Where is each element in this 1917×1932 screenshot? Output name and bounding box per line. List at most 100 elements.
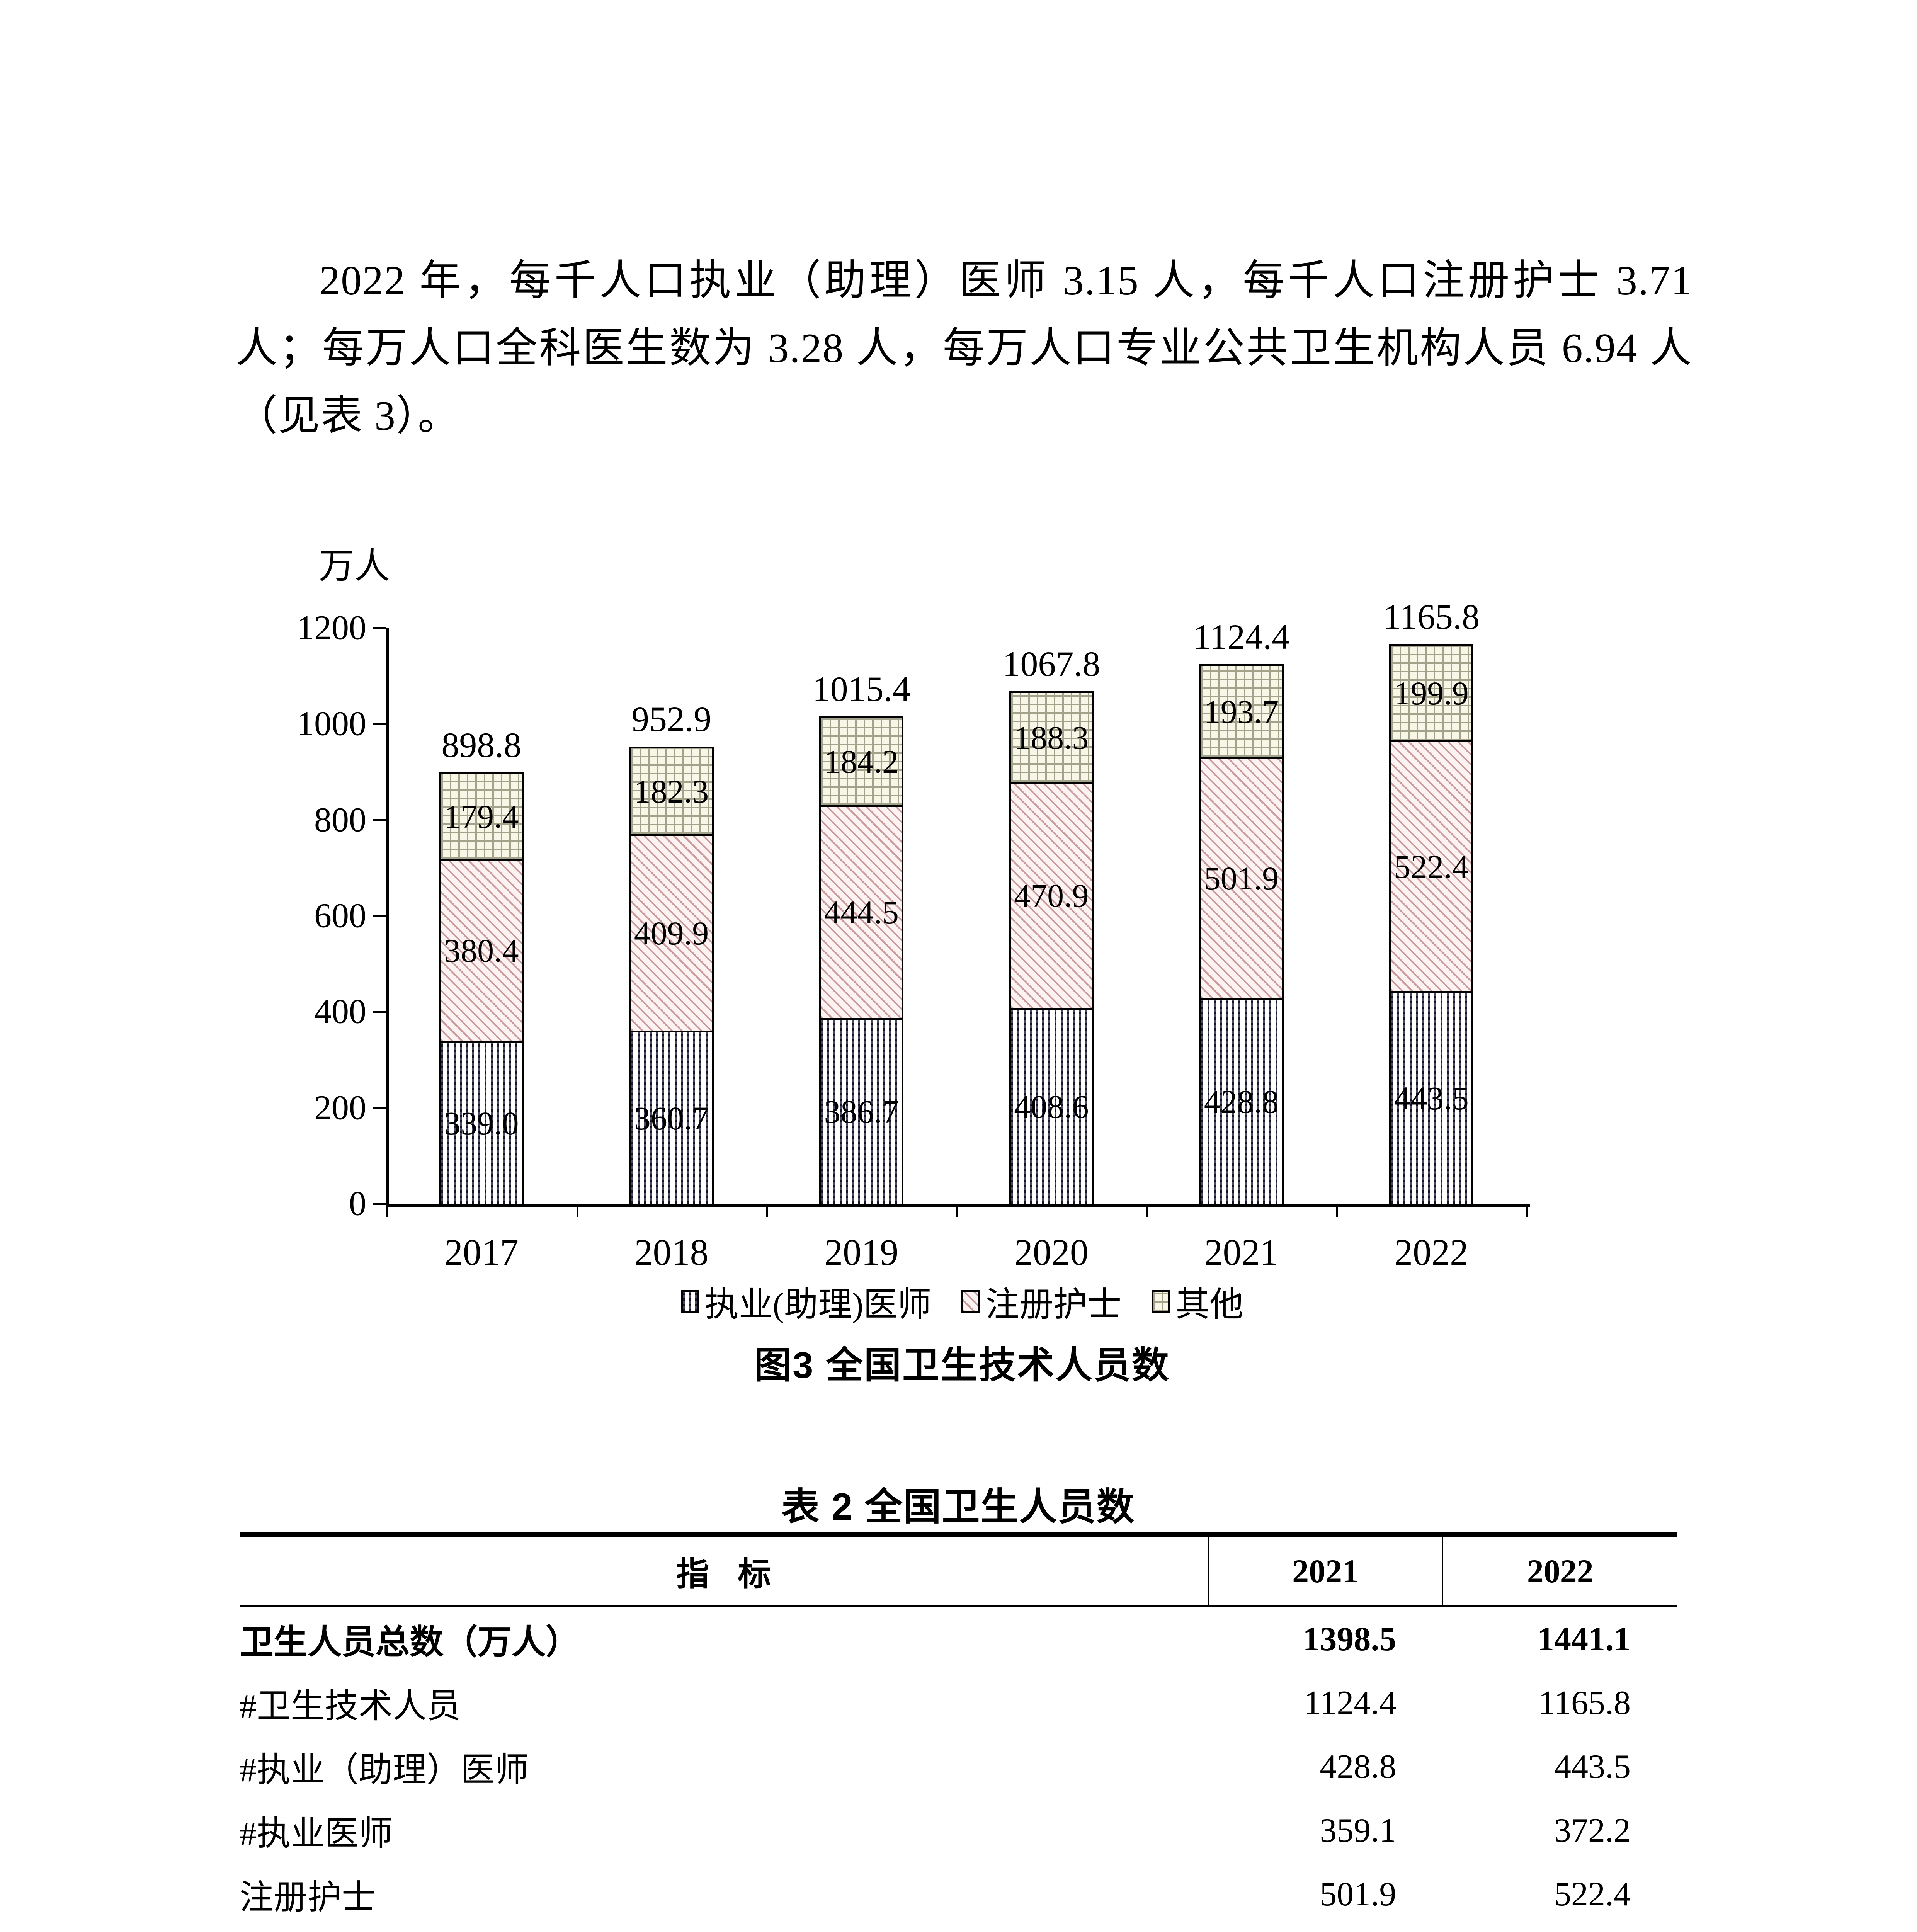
x-axis-tick — [766, 1204, 769, 1217]
bar-total-label: 1124.4 — [1193, 617, 1290, 656]
bar-total-label: 1015.4 — [812, 669, 910, 709]
table-head: 指 标 2021 2022 — [240, 1535, 1677, 1606]
x-axis-line — [386, 1204, 1530, 1207]
x-axis-category-label: 2018 — [634, 1231, 709, 1273]
x-axis-category-label: 2019 — [824, 1231, 899, 1273]
y-axis-tick-label: 1200 — [297, 609, 366, 647]
bar-stack: 188.3 470.9 408.6 1067.8 — [1002, 644, 1100, 1204]
y-axis-tick-label: 200 — [314, 1088, 366, 1127]
x-axis-category-label: 2020 — [1014, 1231, 1089, 1273]
figure-3-chart: 万人 0 200 400 600 800 1000 1200 179.4 380.4 339.0 8… — [240, 537, 1685, 1434]
table-cell-2022: 522.4 — [1554, 1876, 1631, 1913]
y-axis-tick-label: 800 — [314, 801, 366, 839]
bar-segment-physician: 443.5 — [1389, 991, 1474, 1204]
bar-segment-value: 193.7 — [1204, 693, 1279, 730]
bar-stack: 184.2 444.5 386.7 1015.4 — [813, 669, 910, 1204]
legend-swatch-icon — [1152, 1290, 1170, 1313]
intro-paragraph: 2022 年，每千人口执业（助理）医师 3.15 人，每千人口注册护士 3.71… — [236, 258, 1692, 439]
bar-segment-physician: 408.6 — [1009, 1007, 1094, 1204]
table-row: 卫生人员总数（万人） 1398.5 1441.1 — [240, 1606, 1677, 1671]
table-body: 卫生人员总数（万人） 1398.5 1441.1 #卫生技术人员 1124.4 1165.… — [240, 1606, 1677, 1932]
table-cell-2021: 52.1 — [1208, 1926, 1443, 1932]
bar-segment-value: 360.7 — [634, 1099, 709, 1137]
bar-segment-other: 188.3 — [1009, 691, 1094, 782]
legend-swatch-icon — [961, 1290, 980, 1313]
figure-caption: 图3 全国卫生技术人员数 — [754, 1345, 1170, 1386]
x-axis-tick — [1526, 1204, 1528, 1217]
bar-segment-value: 179.4 — [444, 798, 519, 835]
table-header-row: 指 标 2021 2022 — [240, 1535, 1677, 1606]
bar-segment-physician: 386.7 — [819, 1018, 904, 1204]
x-axis-tick — [956, 1204, 958, 1217]
column-header-2022: 2022 — [1442, 1535, 1677, 1606]
table-cell-2021: 359.1 — [1320, 1812, 1397, 1849]
bar-segment-nurse: 470.9 — [1009, 781, 1094, 1008]
table-cell-2021: 1398.5 — [1303, 1621, 1397, 1658]
column-header-indicator: 指 标 — [676, 1556, 781, 1593]
legend-item-nurse[interactable]: 注册护士 — [961, 1277, 1121, 1326]
table-cell-2022: 443.5 — [1554, 1748, 1631, 1786]
bar-segment-value: 409.9 — [634, 915, 709, 952]
table-cell-indicator: 注册护士 — [240, 1879, 376, 1917]
chart-plot-area: 0 200 400 600 800 1000 1200 179.4 380.4 339.0 898.… — [297, 597, 1530, 1273]
bar-total-label: 952.9 — [631, 699, 711, 739]
table-cell-indicator: 卫生人员总数（万人） — [240, 1624, 580, 1662]
bar-segment-value: 184.2 — [824, 743, 899, 781]
y-axis-tick — [373, 915, 386, 917]
y-axis-tick — [373, 1203, 386, 1205]
x-axis-category-label: 2021 — [1204, 1231, 1279, 1273]
bar-total-label: 1165.8 — [1383, 597, 1480, 637]
bar-segment-value: 428.8 — [1204, 1083, 1279, 1121]
legend-item-other[interactable]: 其他 — [1152, 1277, 1243, 1326]
table-cell-indicator: #执业医师 — [240, 1815, 393, 1853]
y-axis-unit-label: 万人 — [319, 546, 390, 586]
x-axis-tick — [576, 1204, 578, 1217]
bar-segment-value: 386.7 — [824, 1093, 899, 1131]
table-title: 表 2 全国卫生人员数 — [781, 1485, 1135, 1528]
bar-stack: 182.3 409.9 360.7 952.9 — [629, 699, 714, 1204]
bar-segment-value: 522.4 — [1394, 848, 1469, 885]
bar-stack: 193.7 501.9 428.8 1124.4 — [1193, 617, 1289, 1204]
bar-stack: 179.4 380.4 339.0 898.8 — [439, 725, 524, 1204]
table-cell-2021: 428.8 — [1320, 1748, 1397, 1786]
bar-segment-physician: 360.7 — [629, 1031, 714, 1204]
x-axis-tick — [1146, 1204, 1148, 1217]
bar-segment-other: 193.7 — [1199, 664, 1284, 757]
y-axis-tick — [373, 819, 386, 821]
y-axis-tick-label: 400 — [314, 992, 366, 1031]
bar-total-label: 898.8 — [441, 725, 522, 765]
table-row: 注册护士 501.9 522.4 — [240, 1862, 1677, 1926]
bar-total-label: 1067.8 — [1002, 644, 1101, 684]
table-cell-indicator: 药师（士） — [240, 1926, 1208, 1932]
health-personnel-table: 指 标 2021 2022 卫生人员总数（万人） 1398.5 1441.1 #卫生技… — [240, 1532, 1677, 1932]
table-cell-2022: 1441.1 — [1537, 1621, 1631, 1658]
bar-segment-value: 182.3 — [634, 772, 709, 810]
x-axis-tick — [1336, 1204, 1339, 1217]
bar-segment-nurse: 444.5 — [819, 804, 904, 1018]
bar-segment-value: 380.4 — [444, 932, 519, 969]
bar-segment-physician: 428.8 — [1199, 998, 1284, 1204]
bar-segment-nurse: 380.4 — [439, 858, 524, 1041]
table-cell-2022: 53.1 — [1442, 1926, 1677, 1932]
bar-segment-other: 184.2 — [819, 716, 904, 805]
table-cell-2021: 1124.4 — [1304, 1684, 1397, 1722]
x-axis-category-label: 2022 — [1394, 1231, 1469, 1273]
y-axis-tick — [373, 1107, 386, 1109]
y-axis-line — [386, 628, 389, 1204]
column-header-2021: 2021 — [1207, 1535, 1443, 1606]
bar-segment-value: 444.5 — [824, 894, 899, 931]
legend-item-physician[interactable]: 执业(助理)医师 — [680, 1277, 932, 1326]
legend-label: 执业(助理)医师 — [704, 1286, 932, 1324]
y-axis-tick — [373, 627, 386, 629]
chart-legend: 执业(助理)医师 注册护士 其他 — [240, 1277, 1685, 1326]
bar-segment-other: 179.4 — [439, 772, 524, 859]
y-axis-tick-label: 1000 — [297, 704, 366, 743]
table-cell-2022: 1165.8 — [1538, 1684, 1631, 1722]
bar-segment-other: 182.3 — [629, 746, 714, 834]
bar-segment-value: 470.9 — [1014, 877, 1089, 914]
legend-label: 其他 — [1175, 1286, 1244, 1324]
bar-segment-nurse: 522.4 — [1389, 740, 1474, 991]
y-axis-tick — [373, 723, 386, 725]
table-cell-indicator: #执业（助理）医师 — [240, 1752, 529, 1789]
bar-segment-value: 199.9 — [1394, 675, 1469, 712]
